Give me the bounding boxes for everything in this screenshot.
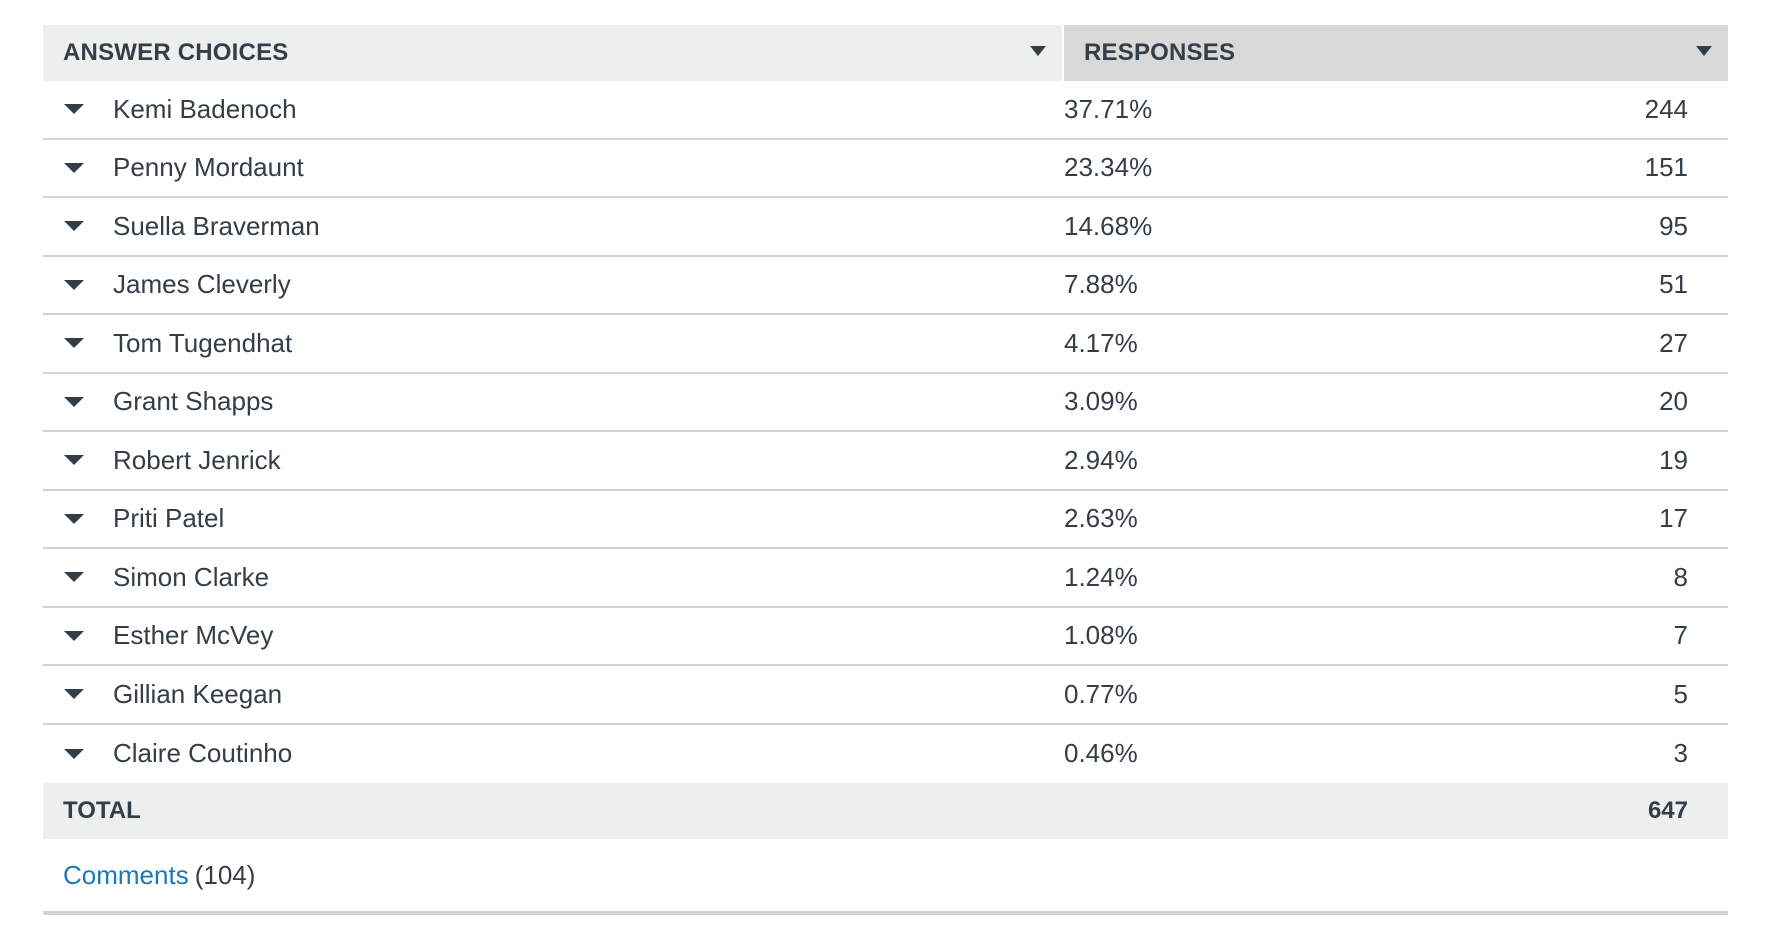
answer-choices-column-header[interactable]: ANSWER CHOICES	[43, 25, 1062, 81]
row-expand-button[interactable]	[43, 315, 113, 372]
row-expand-button[interactable]	[43, 374, 113, 431]
response-percent: 1.24%	[1064, 561, 1138, 592]
caret-down-icon	[64, 455, 84, 466]
table-row: Simon Clarke 1.24% 8	[43, 549, 1728, 608]
table-row: Tom Tugendhat 4.17% 27	[43, 315, 1728, 374]
caret-down-icon	[64, 513, 84, 524]
table-row: Suella Braverman 14.68% 95	[43, 198, 1728, 257]
answer-choice-label: James Cleverly	[113, 269, 291, 300]
response-percent: 23.34%	[1064, 152, 1153, 183]
answer-choice-label: Suella Braverman	[113, 210, 320, 241]
row-expand-button[interactable]	[43, 81, 113, 138]
caret-down-icon	[64, 104, 84, 115]
response-percent: 1.08%	[1064, 620, 1138, 651]
response-percent: 4.17%	[1064, 327, 1138, 358]
response-percent: 37.71%	[1064, 93, 1153, 124]
response-count: 5	[1673, 678, 1688, 709]
caret-down-icon	[64, 748, 84, 759]
caret-down-icon	[64, 279, 84, 290]
table-header: ANSWER CHOICES RESPONSES	[43, 25, 1728, 81]
total-row: TOTAL 647	[43, 783, 1728, 839]
row-expand-button[interactable]	[43, 140, 113, 197]
response-percent: 7.88%	[1064, 269, 1138, 300]
caret-down-icon	[64, 689, 84, 700]
response-count: 8	[1673, 561, 1688, 592]
answer-choice-label: Grant Shapps	[113, 386, 274, 417]
table-row: Priti Patel 2.63% 17	[43, 491, 1728, 549]
responses-header-label: RESPONSES	[1084, 39, 1236, 66]
caret-down-icon	[64, 162, 84, 173]
answer-choice-label: Kemi Badenoch	[113, 93, 297, 124]
row-expand-button[interactable]	[43, 432, 113, 489]
response-percent: 14.68%	[1064, 210, 1153, 241]
total-value: 647	[1647, 797, 1688, 824]
response-percent: 0.77%	[1064, 678, 1138, 709]
table-row: Claire Coutinho 0.46% 3	[43, 725, 1728, 784]
row-expand-button[interactable]	[43, 257, 113, 314]
answer-choices-header-label: ANSWER CHOICES	[63, 39, 289, 66]
response-count: 27	[1659, 327, 1688, 358]
responses-column-header[interactable]: RESPONSES	[1064, 25, 1728, 81]
response-count: 3	[1673, 738, 1688, 769]
response-count: 20	[1659, 386, 1688, 417]
answer-choice-label: Gillian Keegan	[113, 678, 283, 709]
table-body: Kemi Badenoch 37.71% 244 Penny Mordaunt …	[43, 81, 1728, 783]
caret-down-icon	[64, 221, 84, 232]
answer-choice-label: Claire Coutinho	[113, 738, 293, 769]
caret-down-icon	[64, 572, 84, 583]
table-row: Kemi Badenoch 37.71% 244	[43, 81, 1728, 140]
answer-choice-label: Robert Jenrick	[113, 444, 281, 475]
response-percent: 0.46%	[1064, 738, 1138, 769]
response-count: 151	[1644, 152, 1688, 183]
response-count: 95	[1659, 210, 1688, 241]
answer-choice-label: Tom Tugendhat	[113, 327, 293, 358]
comments-count: (104)	[194, 859, 256, 890]
table-row: James Cleverly 7.88% 51	[43, 257, 1728, 315]
comments-section: Comments (104)	[43, 839, 1728, 915]
responses-table: ANSWER CHOICES RESPONSES Kemi Badenoch 3…	[43, 25, 1728, 915]
table-row: Esther McVey 1.08% 7	[43, 608, 1728, 666]
caret-down-icon	[64, 396, 84, 407]
response-percent: 3.09%	[1064, 386, 1138, 417]
caret-down-icon	[64, 630, 84, 641]
row-expand-button[interactable]	[43, 491, 113, 548]
answer-choice-label: Simon Clarke	[113, 561, 270, 592]
answer-choice-label: Esther McVey	[113, 620, 274, 651]
table-row: Gillian Keegan 0.77% 5	[43, 666, 1728, 725]
table-row: Grant Shapps 3.09% 20	[43, 374, 1728, 432]
row-expand-button[interactable]	[43, 549, 113, 606]
response-percent: 2.63%	[1064, 503, 1138, 534]
response-count: 7	[1673, 620, 1688, 651]
response-count: 244	[1644, 93, 1688, 124]
response-count: 19	[1659, 444, 1688, 475]
answer-choice-label: Penny Mordaunt	[113, 152, 304, 183]
table-row: Robert Jenrick 2.94% 19	[43, 432, 1728, 491]
row-expand-button[interactable]	[43, 198, 113, 255]
row-expand-button[interactable]	[43, 608, 113, 665]
sort-caret-down-icon[interactable]	[1030, 46, 1046, 56]
row-expand-button[interactable]	[43, 725, 113, 784]
answer-choice-label: Priti Patel	[113, 503, 225, 534]
response-count: 17	[1659, 503, 1688, 534]
response-count: 51	[1659, 269, 1688, 300]
total-label: TOTAL	[63, 797, 141, 824]
comments-link[interactable]: Comments	[63, 859, 189, 890]
response-percent: 2.94%	[1064, 444, 1138, 475]
row-expand-button[interactable]	[43, 666, 113, 723]
caret-down-icon	[64, 338, 84, 349]
sort-caret-down-icon[interactable]	[1696, 46, 1712, 56]
table-row: Penny Mordaunt 23.34% 151	[43, 140, 1728, 198]
